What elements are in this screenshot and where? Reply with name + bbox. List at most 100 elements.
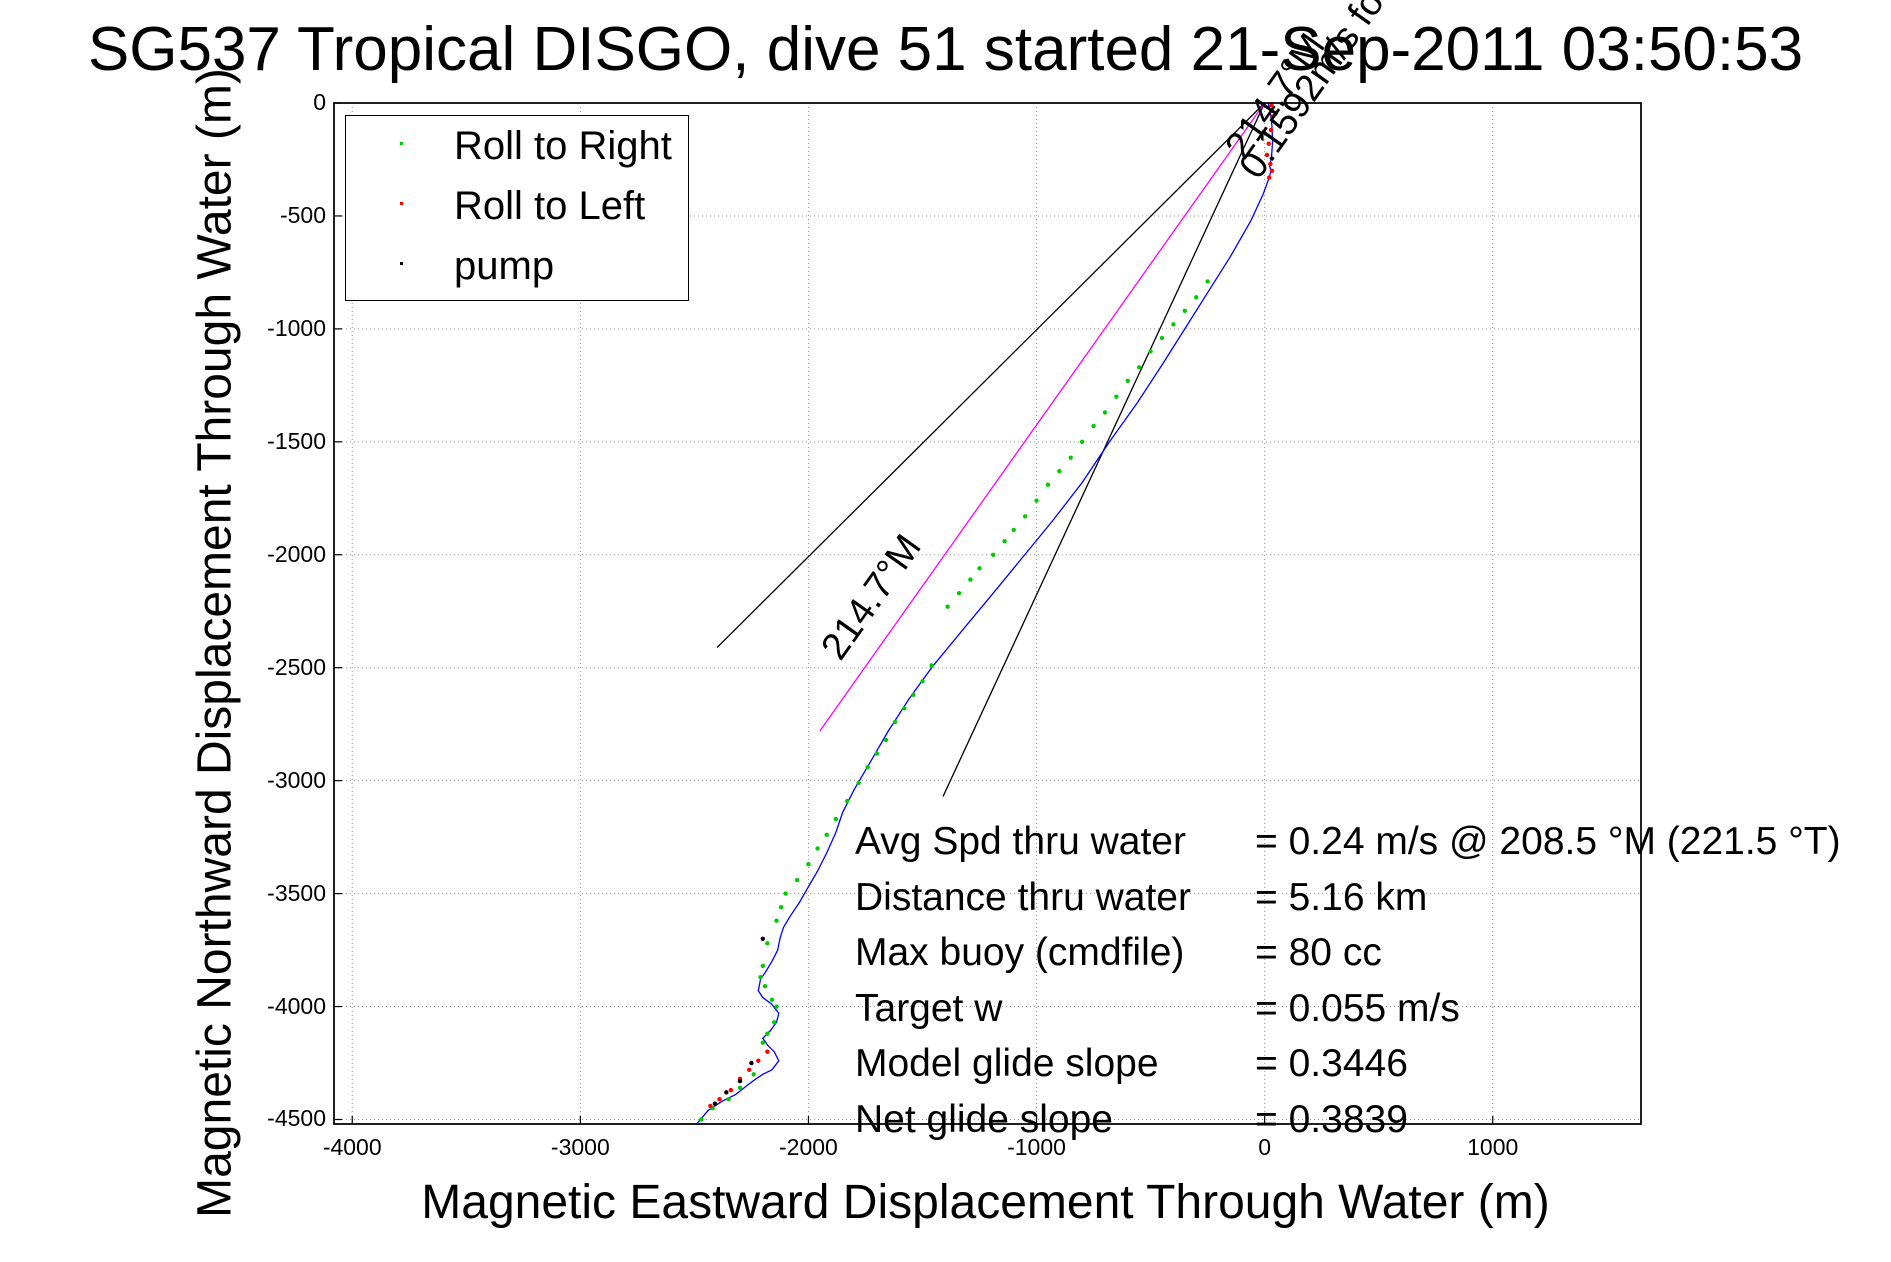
roll-left-point <box>1270 114 1275 119</box>
roll-right-point <box>760 1040 766 1045</box>
roll-right-point <box>1136 365 1142 370</box>
x-tick-label: -2000 <box>779 1134 838 1160</box>
roll-left-point <box>728 1087 734 1093</box>
roll-right-point <box>760 963 766 969</box>
summary-label: Avg Spd thru water <box>855 820 1186 863</box>
roll-right-point <box>1102 410 1108 415</box>
legend: Roll to Right Roll to Left pump <box>345 115 689 301</box>
left-bound-line <box>716 102 1266 648</box>
roll-right-point <box>1182 308 1188 314</box>
y-axis-label: Magnetic Northward Displacement Through … <box>188 68 242 1218</box>
roll-right-point <box>726 1096 731 1102</box>
roll-right-point <box>883 737 889 743</box>
pump-point <box>737 1078 743 1084</box>
y-tick-label: -500 <box>279 201 326 228</box>
roll-right-point <box>856 780 861 786</box>
roll-right-point <box>815 846 820 851</box>
roll-right-point <box>1045 482 1051 487</box>
legend-item-roll-right: Roll to Right <box>346 116 688 176</box>
current-heading-line <box>819 102 1266 732</box>
y-tick-label: -1500 <box>267 427 326 454</box>
roll-right-point <box>911 692 916 698</box>
x-axis-label: Magnetic Eastward Displacement Through W… <box>421 1176 1550 1229</box>
roll-left-point <box>1266 141 1271 146</box>
roll-right-point <box>929 663 934 668</box>
y-tick-label: -4000 <box>267 992 326 1019</box>
legend-item-pump: pump <box>346 236 688 296</box>
roll-right-point <box>762 984 768 989</box>
roll-right-point <box>824 832 829 838</box>
roll-right-point <box>1068 455 1073 460</box>
summary-label: Model glide slope <box>855 1042 1159 1085</box>
legend-label-roll-right: Roll to Right <box>454 124 672 168</box>
y-tick-label: -2500 <box>267 653 326 680</box>
roll-right-point <box>991 552 996 557</box>
roll-right-point <box>1205 279 1210 284</box>
roll-left-point <box>1268 127 1274 133</box>
roll-right-point <box>774 918 779 923</box>
roll-left-point <box>765 1049 770 1054</box>
legend-label-roll-left: Roll to Left <box>454 184 646 228</box>
pump-point <box>749 1060 754 1066</box>
roll-right-point <box>758 974 763 980</box>
summary-label: Max buoy (cmdfile) <box>855 931 1185 974</box>
x-tick-label: -1000 <box>1007 1134 1066 1160</box>
roll-left-point <box>1269 103 1274 108</box>
markers <box>699 103 1275 1122</box>
roll-right-point <box>1125 378 1130 384</box>
summary-value: = 80 cc <box>1255 931 1382 974</box>
roll-left-point <box>1269 168 1275 173</box>
x-tick-label: 0 <box>1258 1134 1272 1160</box>
roll-right-point <box>737 1085 743 1091</box>
y-tick-label: -3500 <box>267 879 326 906</box>
pump-point <box>724 1090 729 1095</box>
roll-right-point <box>1022 514 1028 519</box>
y-tick-label: -3000 <box>267 766 326 793</box>
roll-right-point <box>945 604 950 609</box>
roll-right-point <box>874 751 880 756</box>
glider-track-line <box>696 102 1274 1125</box>
pump-point <box>712 1101 718 1106</box>
roll-right-point <box>833 816 839 822</box>
roll-right-point <box>920 679 925 684</box>
roll-right-point <box>699 1117 704 1122</box>
y-tick-label: -2000 <box>267 540 326 567</box>
roll-left-point <box>756 1058 761 1063</box>
summary-value: = 5.16 km <box>1255 875 1428 919</box>
legend-label-pump: pump <box>454 244 555 288</box>
x-tick-label: -4000 <box>322 1134 382 1160</box>
roll-right-point <box>865 764 870 770</box>
y-tick-label: -4500 <box>267 1105 326 1132</box>
roll-right-point <box>892 719 898 725</box>
x-tick-label: -3000 <box>550 1134 610 1160</box>
roll-right-point <box>956 590 962 596</box>
roll-right-point <box>778 904 784 910</box>
y-tick-label: 0 <box>313 89 326 115</box>
summary-value: = 0.055 m/s <box>1255 986 1460 1030</box>
roll-right-point <box>977 566 982 571</box>
roll-right-point <box>772 1020 777 1025</box>
roll-left-point <box>708 1103 713 1109</box>
roll-right-point <box>902 706 907 711</box>
roll-left-point <box>1264 152 1270 158</box>
chart-title: SG537 Tropical DISGO, dive 51 started 21… <box>87 15 1804 84</box>
summary-value: = 0.3839 <box>1255 1097 1408 1141</box>
roll-right-point <box>1002 539 1007 544</box>
roll-right-point <box>1057 468 1062 474</box>
roll-right-point <box>1091 423 1096 429</box>
summary-value: = 0.24 m/s @ 208.5 °M (221.5 °T) <box>1255 820 1841 863</box>
roll-right-point <box>1148 349 1153 354</box>
roll-right-point <box>968 577 973 582</box>
plot-frame <box>333 102 1642 1125</box>
roll-right-point <box>794 877 800 883</box>
summary-label: Target w <box>855 986 1003 1030</box>
roll-right-point <box>1159 335 1165 341</box>
roll-right-point <box>1114 394 1119 399</box>
pump-point <box>760 936 766 941</box>
roll-right-point <box>1194 295 1199 300</box>
roll-right-point <box>806 862 811 867</box>
roll-right-point <box>774 1004 779 1009</box>
summary-label: Distance thru water <box>855 875 1191 919</box>
roll-left-point <box>746 1067 752 1072</box>
summary-value: = 0.3446 <box>1255 1042 1408 1085</box>
